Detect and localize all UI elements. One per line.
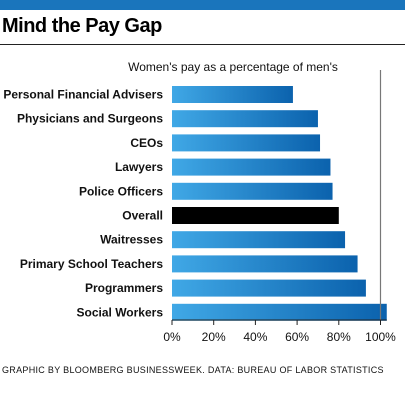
bar xyxy=(172,279,366,297)
bar-overall-highlight xyxy=(172,207,339,224)
bar xyxy=(172,303,387,321)
category-label: Personal Financial Advisers xyxy=(3,88,163,102)
category-label: Social Workers xyxy=(77,305,164,319)
top-accent-bar xyxy=(0,0,405,10)
category-label: CEOs xyxy=(130,136,163,150)
category-label: Programmers xyxy=(85,281,163,295)
bar xyxy=(172,110,318,128)
x-tick-label: 20% xyxy=(202,330,226,344)
bar xyxy=(172,134,321,152)
category-label: Primary School Teachers xyxy=(20,257,164,271)
x-tick-label: 0% xyxy=(163,330,181,344)
bar xyxy=(172,231,346,249)
x-tick-label: 60% xyxy=(285,330,309,344)
category-label: Overall xyxy=(122,209,163,223)
x-tick-label: 100% xyxy=(365,330,396,344)
x-tick-label: 40% xyxy=(243,330,267,344)
chart-subtitle: Women's pay as a percentage of men's xyxy=(128,60,338,74)
bar xyxy=(172,158,331,176)
category-label: Physicians and Surgeons xyxy=(17,112,163,126)
bar xyxy=(172,86,293,103)
title-divider xyxy=(0,44,405,45)
page-title: Mind the Pay Gap xyxy=(2,15,162,37)
bar xyxy=(172,182,333,200)
source-credit: GRAPHIC BY BLOOMBERG BUSINESSWEEK. DATA:… xyxy=(2,365,384,375)
category-label: Lawyers xyxy=(115,160,163,174)
category-label: Police Officers xyxy=(79,184,163,198)
bar xyxy=(172,255,358,273)
category-label: Waitresses xyxy=(100,233,163,247)
x-tick-label: 80% xyxy=(327,330,351,344)
